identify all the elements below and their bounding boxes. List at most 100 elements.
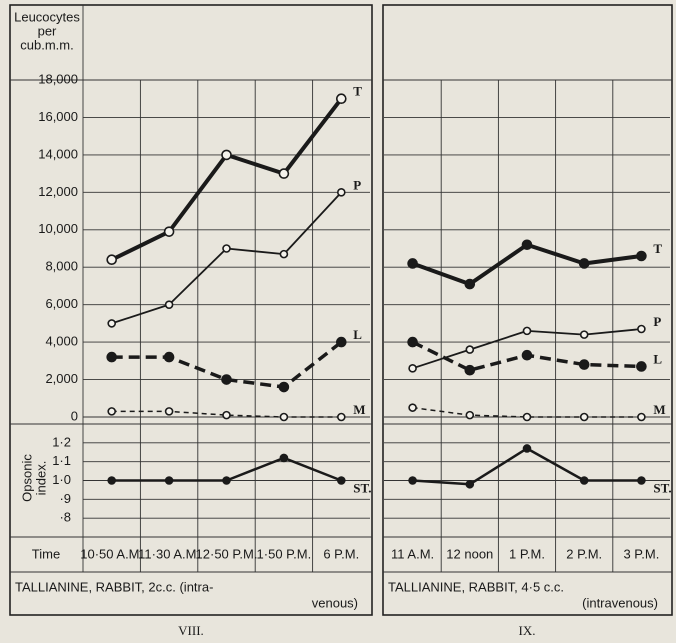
y-tick-label: 18,000 (38, 71, 78, 86)
y-tick-label: 14,000 (38, 146, 78, 161)
y-tick-label: 6,000 (45, 296, 78, 311)
y2-tick-label: ·9 (59, 491, 71, 506)
data-point (522, 444, 532, 453)
data-point (465, 410, 475, 420)
data-point (107, 407, 116, 416)
data-point (579, 412, 589, 422)
caption: venous) (312, 595, 358, 610)
series-label: M (653, 402, 665, 417)
data-point (221, 149, 232, 161)
data-point (636, 250, 647, 262)
data-point (335, 93, 347, 105)
caption: TALLIANINE, RABBIT, 4·5 c.c. (388, 579, 564, 594)
caption: (intravenous) (582, 595, 658, 610)
data-point (163, 226, 175, 237)
panel-frames (9, 4, 673, 616)
data-point (279, 249, 289, 259)
data-point (579, 330, 589, 339)
series-label: L (653, 351, 662, 366)
data-point (521, 349, 533, 361)
series-line (412, 406, 642, 418)
data-point (522, 326, 532, 336)
data-point (637, 412, 646, 422)
data-point (336, 188, 346, 197)
panel-title: VIII. (178, 623, 204, 638)
data-point (336, 476, 346, 485)
y2-tick-label: 1·0 (52, 472, 71, 487)
data-point (279, 453, 289, 463)
data-point (465, 479, 475, 489)
data-point (637, 324, 646, 334)
data-point (107, 319, 116, 328)
x-tick-label: 1 P.M. (509, 546, 545, 561)
series-line (411, 242, 642, 287)
series-line (110, 97, 343, 262)
y-tick-label: 12,000 (38, 184, 78, 199)
x-tick-label: 3 P.M. (623, 546, 659, 561)
data-point (464, 278, 476, 290)
y-tick-label: 8,000 (45, 259, 78, 274)
data-point (336, 412, 346, 422)
x-axis-label: Time (32, 546, 60, 561)
data-point (579, 476, 589, 485)
data-point (637, 476, 646, 485)
data-point (222, 476, 231, 485)
data-point (407, 336, 418, 348)
series-label: L (353, 327, 362, 342)
caption: TALLIANINE, RABBIT, 2c.c. (intra- (15, 579, 213, 594)
data-point (335, 336, 347, 348)
data-point (222, 244, 231, 253)
data-point (464, 364, 476, 376)
data-point (465, 345, 475, 354)
series-label: ST. (653, 480, 671, 495)
y-tick-label: 16,000 (38, 109, 78, 124)
data-point (106, 254, 117, 266)
x-tick-label: 12 noon (446, 546, 493, 561)
x-tick-label: 11 A.M. (391, 546, 434, 561)
y2-tick-label: 1·1 (52, 453, 71, 468)
data-point (408, 364, 417, 373)
panel-title: IX. (519, 623, 536, 638)
panel-frame (382, 4, 673, 616)
series-line (111, 410, 342, 418)
series-label: ST. (353, 480, 371, 495)
data-point (164, 476, 174, 485)
y-axis-label: per (38, 23, 57, 38)
series-label: P (653, 314, 661, 329)
series-line (111, 191, 342, 325)
series-line (412, 447, 642, 486)
data-point (164, 300, 174, 309)
x-tick-label: 11·30 A.M. (138, 546, 200, 561)
data-point (521, 239, 533, 251)
series-label: T (353, 84, 362, 99)
x-tick-label: 1·50 P.M. (257, 546, 312, 561)
x-tick-label: 12·50 P.M. (196, 546, 258, 561)
data-point (278, 168, 290, 179)
y2-axis-label: Opsonic (19, 454, 34, 502)
x-tick-label: 10·50 A.M. (80, 546, 143, 561)
y2-axis-label: index. (33, 461, 48, 496)
y2-tick-label: ·8 (59, 510, 71, 525)
data-point (164, 407, 174, 416)
data-point (107, 476, 116, 485)
series-label: T (653, 241, 662, 256)
data-point (578, 258, 590, 269)
data-point (408, 476, 417, 485)
data-point (278, 381, 290, 393)
y-tick-label: 10,000 (38, 221, 78, 236)
x-tick-label: 6 P.M. (323, 546, 359, 561)
x-tick-label: 2 P.M. (566, 546, 602, 561)
data-point (636, 361, 647, 372)
y-axis-label: cub.m.m. (20, 37, 73, 52)
data-point (222, 410, 231, 420)
y-tick-label: 2,000 (45, 371, 78, 386)
series-label: M (353, 402, 365, 417)
data-point (578, 359, 590, 370)
data-point (279, 412, 289, 422)
y2-tick-label: 1·2 (52, 434, 71, 449)
data-point (522, 412, 532, 422)
panel-frame (9, 4, 373, 616)
y-tick-label: 0 (71, 408, 78, 423)
data-point (408, 403, 417, 412)
